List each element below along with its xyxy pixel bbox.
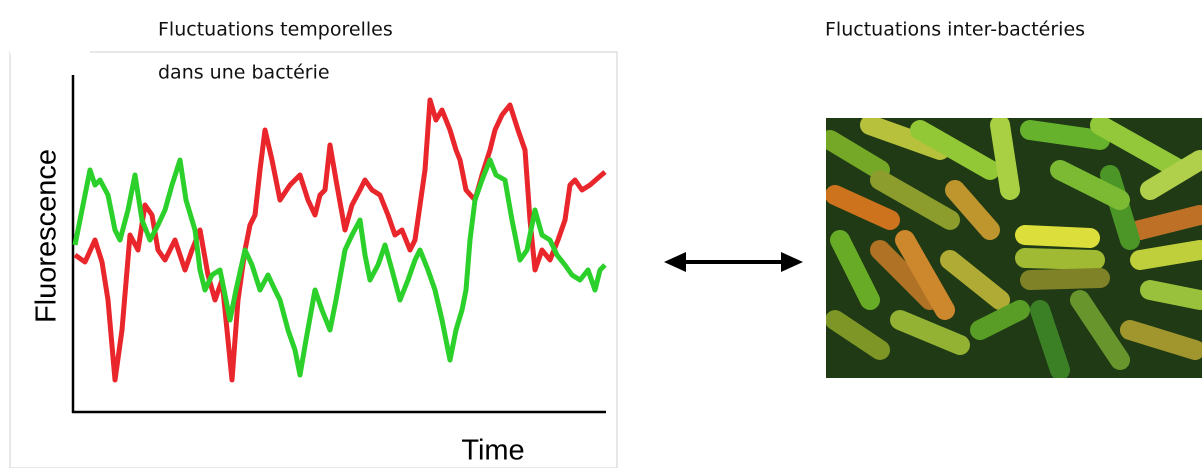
double-arrow <box>664 252 803 272</box>
left-title-line2: dans une bactérie <box>158 62 330 84</box>
y-axis-label: Fluorescence <box>31 149 63 323</box>
x-axis-label: Time <box>461 435 524 467</box>
green-trace <box>72 157 607 378</box>
left-title-line1: Fluctuations temporelles <box>158 19 393 41</box>
frame-gap <box>10 40 90 54</box>
red-trace <box>73 97 607 383</box>
right-title: Fluctuations inter-bactéries <box>825 19 1085 41</box>
bacteria-image <box>826 118 1202 378</box>
